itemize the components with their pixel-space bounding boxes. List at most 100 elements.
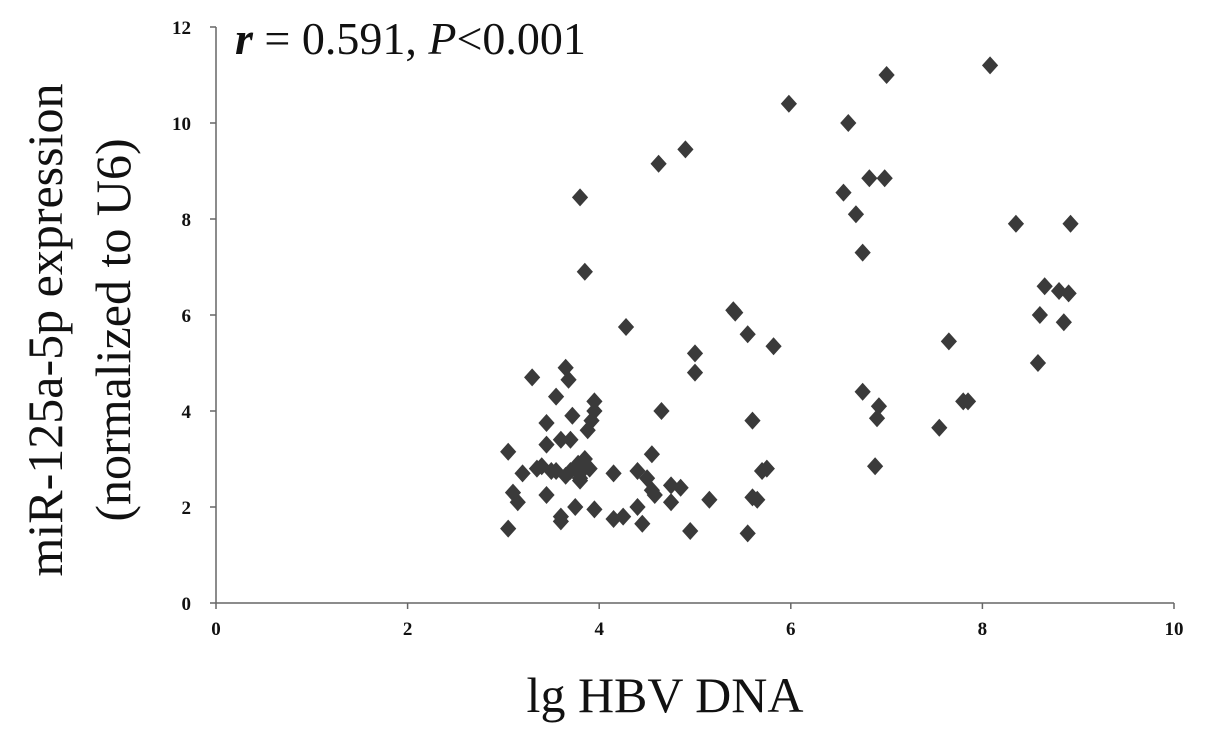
data-point	[586, 500, 603, 519]
x-tick-label: 10	[1165, 619, 1184, 640]
y-axis-title-line2: (normalized to U6)	[85, 138, 141, 521]
data-point	[504, 483, 522, 502]
data-point	[564, 406, 581, 425]
data-point	[500, 442, 517, 461]
data-point	[573, 462, 591, 480]
data-point	[646, 486, 663, 504]
data-point	[672, 478, 689, 497]
data-point	[780, 94, 797, 113]
data-point	[586, 392, 603, 411]
data-point	[538, 435, 555, 454]
data-point	[686, 344, 704, 363]
data-point	[744, 411, 761, 430]
data-point	[662, 493, 680, 512]
data-point	[1055, 313, 1072, 332]
y-tick-label: 8	[182, 210, 192, 231]
data-point	[749, 490, 766, 509]
data-point	[524, 368, 541, 387]
data-point	[840, 114, 857, 132]
data-point	[586, 402, 603, 420]
data-point	[557, 466, 574, 485]
data-point	[854, 243, 871, 262]
data-point	[1007, 214, 1025, 233]
data-point	[835, 183, 852, 202]
data-point	[739, 524, 756, 543]
y-tick-label: 0	[182, 594, 192, 615]
points-layer	[500, 56, 1079, 543]
data-point	[876, 169, 893, 188]
data-point	[552, 430, 569, 449]
data-point	[1029, 354, 1047, 372]
data-point	[571, 188, 589, 207]
data-point	[605, 464, 622, 483]
y-tick-label: 6	[182, 306, 192, 327]
x-tick-label: 8	[978, 619, 988, 640]
data-point	[560, 370, 577, 389]
data-point	[701, 490, 718, 509]
data-point	[579, 421, 596, 440]
r-value: = 0.591,	[253, 13, 428, 64]
data-point	[653, 402, 670, 420]
data-point	[878, 66, 895, 84]
data-point	[567, 498, 584, 516]
y-tick-label: 4	[182, 402, 192, 423]
data-point	[500, 519, 517, 538]
x-tick-label: 4	[594, 619, 604, 640]
x-tick-label: 0	[211, 619, 221, 640]
data-point	[538, 414, 555, 432]
data-point	[557, 358, 574, 377]
y-axis-title-line1: miR-125a-5p expression	[17, 84, 73, 577]
data-point	[758, 459, 775, 478]
data-point	[547, 387, 565, 406]
y-axis-title: miR-125a-5p expression (normalized to U6…	[17, 84, 141, 577]
data-point	[686, 363, 704, 382]
data-point	[576, 262, 593, 281]
data-point	[514, 464, 531, 483]
data-point	[868, 409, 886, 428]
data-point	[634, 514, 651, 533]
data-point	[615, 507, 632, 526]
data-point	[662, 476, 680, 495]
data-point	[629, 498, 646, 516]
data-point	[581, 459, 598, 478]
data-point	[1036, 277, 1053, 296]
data-point	[765, 337, 782, 356]
stats-annotation: r = 0.591, P<0.001	[235, 13, 586, 64]
y-tick-label: 10	[172, 114, 191, 135]
data-point	[562, 430, 579, 449]
data-point	[617, 318, 635, 336]
data-point	[867, 457, 884, 476]
x-axis-title: lg HBV DNA	[527, 667, 804, 723]
data-point	[509, 493, 526, 512]
data-point	[552, 507, 569, 526]
data-point	[861, 169, 878, 188]
y-tick-label: 12	[172, 18, 191, 39]
data-point	[1062, 214, 1079, 233]
data-point	[1060, 284, 1077, 303]
r-symbol: r	[235, 13, 254, 64]
data-point	[940, 332, 957, 351]
data-point	[643, 445, 660, 464]
data-point	[981, 56, 999, 75]
data-point	[959, 392, 977, 411]
p-symbol: P	[427, 13, 456, 64]
data-point	[677, 140, 694, 159]
data-point	[682, 522, 699, 540]
y-tick-label: 2	[182, 498, 192, 519]
data-point	[639, 469, 656, 488]
data-point	[727, 303, 744, 322]
data-point	[1031, 306, 1048, 324]
data-point	[533, 457, 550, 476]
p-value: <0.001	[456, 13, 585, 64]
data-point	[854, 382, 871, 401]
x-tick-label: 2	[403, 619, 413, 640]
data-point	[931, 418, 948, 437]
data-point	[650, 154, 667, 173]
data-point	[538, 486, 555, 504]
data-point	[571, 471, 589, 490]
data-point	[739, 325, 756, 344]
x-tick-label: 6	[786, 619, 796, 640]
data-point	[847, 205, 865, 224]
